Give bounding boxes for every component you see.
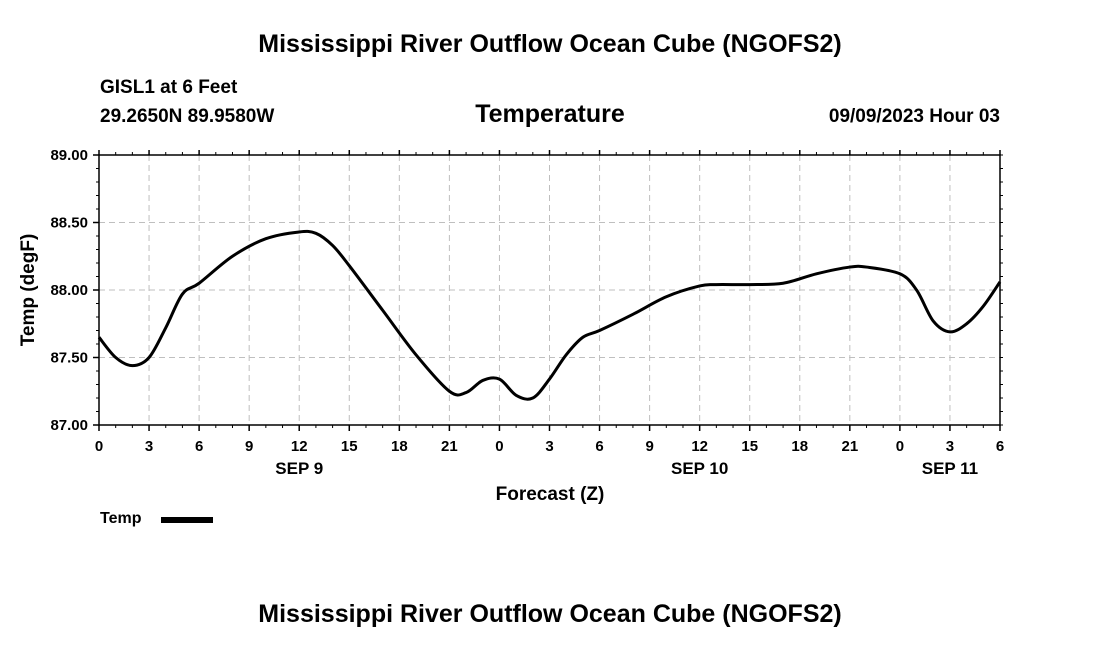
x-tick-label: 15 — [741, 438, 758, 455]
station-label: GISL1 at 6 Feet — [100, 77, 238, 98]
temperature-chart: 0 3 6 9 12 15 18 21 0 3 6 9 12 15 18 21 0 3 6 SEP 9 SEP 10 SE… — [18, 147, 1004, 505]
date-label: SEP 11 — [922, 459, 978, 478]
x-tick-label: 3 — [145, 438, 153, 455]
x-tick-label: 18 — [391, 438, 408, 455]
x-tick-label: 0 — [896, 438, 904, 455]
y-tick-label: 88.00 — [50, 282, 88, 299]
x-tick-label: 3 — [946, 438, 954, 455]
x-tick-label: 12 — [291, 438, 308, 455]
y-tick-label: 87.50 — [50, 350, 88, 367]
x-axis-title: Forecast (Z) — [496, 484, 605, 505]
legend-swatch — [161, 517, 213, 523]
date-label: SEP 10 — [671, 459, 728, 478]
x-tick-label: 18 — [791, 438, 808, 455]
x-tick-label: 21 — [841, 438, 858, 455]
station-coordinates: 29.2650N 89.9580W — [100, 106, 275, 127]
axis-ticks — [93, 150, 1003, 431]
x-tick-label: 15 — [341, 438, 358, 455]
footer-title: Mississippi River Outflow Ocean Cube (NG… — [258, 600, 842, 628]
x-tick-label: 6 — [996, 438, 1004, 455]
y-tick-label: 87.00 — [50, 417, 88, 434]
x-tick-label: 21 — [441, 438, 458, 455]
date-label: SEP 9 — [275, 459, 323, 478]
chart-subtitle: Temperature — [475, 100, 625, 128]
axis-labels: 0 3 6 9 12 15 18 21 0 3 6 9 12 15 18 21 0 3 6 SEP 9 SEP 10 SE… — [50, 147, 1004, 478]
forecast-datetime: 09/09/2023 Hour 03 — [828, 106, 1000, 127]
x-tick-label: 6 — [595, 438, 603, 455]
series-line-temp — [97, 229, 1002, 401]
chart-title: Mississippi River Outflow Ocean Cube (NG… — [258, 30, 842, 58]
x-tick-label: 3 — [545, 438, 553, 455]
y-tick-label: 89.00 — [50, 147, 88, 164]
x-tick-label: 12 — [691, 438, 708, 455]
x-tick-label: 9 — [645, 438, 653, 455]
y-tick-label: 88.50 — [50, 215, 88, 232]
x-tick-label: 6 — [195, 438, 203, 455]
legend-label: Temp — [100, 510, 142, 527]
y-axis-title: Temp (degF) — [18, 234, 39, 347]
x-tick-label: 0 — [495, 438, 503, 455]
x-tick-label: 9 — [245, 438, 253, 455]
x-tick-label: 0 — [95, 438, 103, 455]
grid — [99, 155, 1000, 425]
